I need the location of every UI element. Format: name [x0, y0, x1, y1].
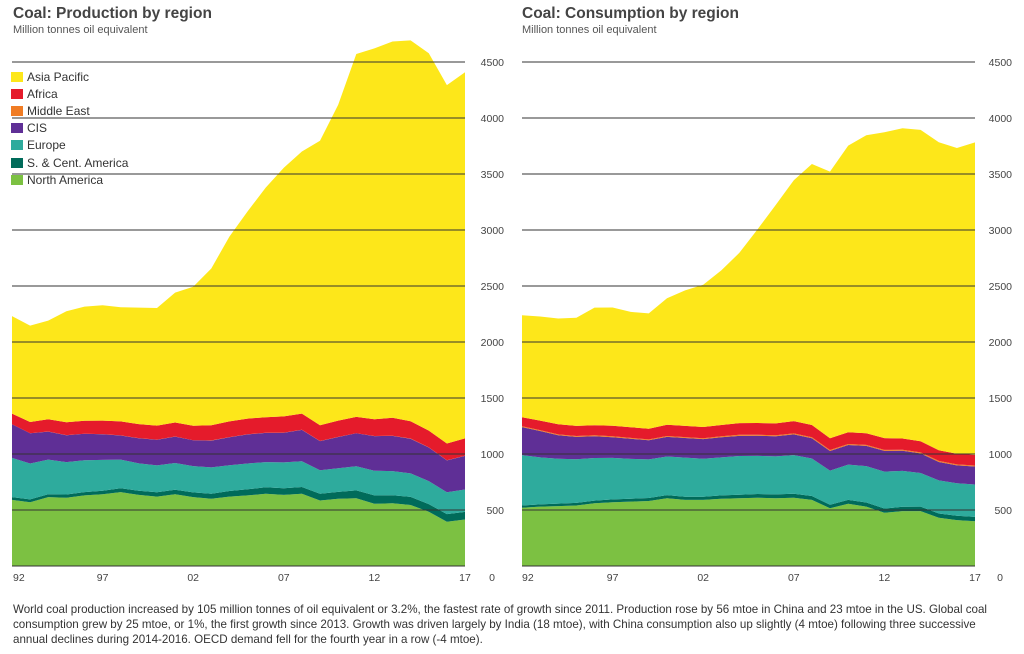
legend-label: S. & Cent. America [27, 155, 129, 170]
production-y-tick-label: 3000 [481, 225, 505, 237]
chart-canvas: 0 500 1000 1500 2000 2500 3000 3500 4000 4500 92 97… [12, 40, 1012, 584]
consumption-area-north-america [522, 497, 975, 566]
consumption-x-tick-label: 97 [607, 572, 619, 584]
legend-item: Asia Pacific [11, 68, 128, 85]
production-chart: 0 500 1000 1500 2000 2500 3000 3500 4000 4500 92 97… [12, 40, 504, 584]
production-y-tick-label: 3500 [481, 169, 505, 181]
legend-swatch [11, 140, 23, 151]
consumption-y-tick-label: 1000 [989, 449, 1013, 461]
production-x-tick-label: 02 [187, 572, 199, 584]
consumption-chart-title: Coal: Consumption by region [522, 5, 739, 22]
production-x-tick-label: 97 [97, 572, 109, 584]
production-area-s-cent-america [12, 487, 465, 522]
production-y-tick-label: 500 [486, 505, 504, 517]
legend-swatch [11, 71, 23, 82]
legend-label: Europe [27, 138, 66, 153]
consumption-y-tick-label: 3500 [989, 169, 1013, 181]
production-area-asia-pacific [12, 40, 465, 444]
consumption-y-tick-label: 500 [994, 505, 1012, 517]
legend-swatch [11, 123, 23, 134]
legend-swatch [11, 105, 23, 116]
legend-label: North America [27, 172, 104, 187]
legend-item: Europe [11, 137, 128, 154]
consumption-chart-subtitle: Million tonnes oil equivalent [522, 24, 657, 36]
consumption-x-tick-label: 12 [879, 572, 891, 584]
consumption-y-tick-label: 2000 [989, 337, 1013, 349]
production-chart-title: Coal: Production by region [13, 5, 212, 22]
legend-label: Asia Pacific [27, 69, 90, 84]
consumption-area-africa [522, 417, 975, 466]
legend-label: Africa [27, 86, 58, 101]
consumption-x-tick-label: 07 [788, 572, 800, 584]
production-y-tick-label: 4500 [481, 57, 505, 69]
consumption-y-tick-label: 4500 [989, 57, 1013, 69]
production-x-tick-label: 92 [13, 572, 25, 584]
consumption-y-tick-label: 4000 [989, 113, 1013, 125]
production-y-tick-label: 1000 [481, 449, 505, 461]
production-area-cis [12, 424, 465, 493]
production-area-africa [12, 413, 465, 461]
consumption-y-tick-label: 0 [997, 572, 1003, 584]
legend-item: Middle East [11, 102, 128, 119]
legend-swatch [11, 174, 23, 185]
consumption-y-tick-label: 1500 [989, 393, 1013, 405]
legend-item: CIS [11, 120, 128, 137]
consumption-area-europe [522, 455, 975, 517]
legend-swatch [11, 88, 23, 99]
consumption-x-tick-label: 92 [522, 572, 534, 584]
legend-item: North America [11, 171, 128, 188]
production-area-north-america [12, 492, 465, 566]
legend-item: Africa [11, 85, 128, 102]
production-y-tick-label: 0 [489, 572, 495, 584]
production-x-tick-label: 07 [278, 572, 290, 584]
consumption-x-tick-label: 17 [969, 572, 981, 584]
production-area-europe [12, 457, 465, 515]
consumption-area-s-cent-america [522, 493, 975, 522]
production-chart-subtitle: Million tonnes oil equivalent [13, 24, 148, 36]
consumption-area-asia-pacific [522, 128, 975, 455]
production-x-tick-label: 12 [369, 572, 381, 584]
consumption-x-tick-label: 02 [697, 572, 709, 584]
production-legend: Asia Pacific Africa Middle East CIS Europe S.… [11, 68, 128, 188]
consumption-chart: 0 500 1000 1500 2000 2500 3000 3500 4000 4500 92 97… [522, 57, 1012, 584]
consumption-y-tick-label: 3000 [989, 225, 1013, 237]
consumption-y-tick-label: 2500 [989, 281, 1013, 293]
production-y-tick-label: 4000 [481, 113, 505, 125]
legend-label: Middle East [27, 103, 90, 118]
legend-item: S. & Cent. America [11, 154, 128, 171]
legend-label: CIS [27, 121, 48, 136]
production-x-tick-label: 17 [459, 572, 471, 584]
consumption-area-cis [522, 427, 975, 485]
production-y-tick-label: 2000 [481, 337, 505, 349]
production-y-tick-label: 1500 [481, 393, 505, 405]
production-y-tick-label: 2500 [481, 281, 505, 293]
legend-swatch [11, 157, 23, 168]
caption-text: World coal production increased by 105 m… [13, 603, 988, 646]
